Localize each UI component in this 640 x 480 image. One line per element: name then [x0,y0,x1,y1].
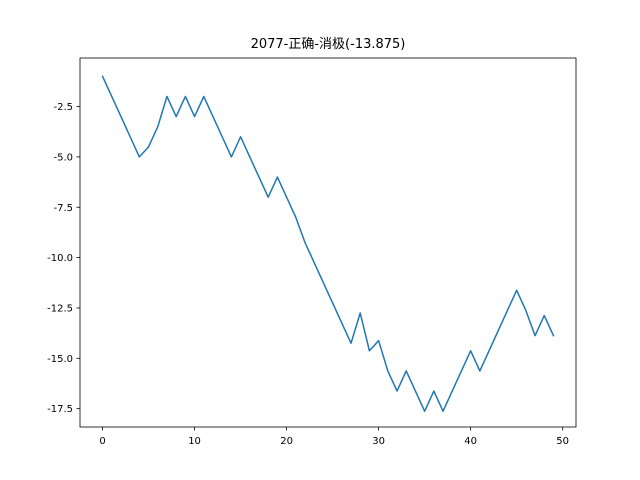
y-tick-label: -15.0 [47,354,73,365]
y-tick-label: -10.0 [47,253,73,264]
x-tick-label: 0 [99,436,105,447]
y-tick-label: -7.5 [53,203,73,214]
x-tick-label: 50 [556,436,569,447]
chart-title: 2077-正确-消极(-13.875) [251,37,406,52]
plot-area: 0 10 20 30 40 50 -2.5 -5.0 -7.5 -10.0 -12.5 -15.0 -1… [47,57,577,447]
y-tick-label: -17.5 [47,404,73,415]
x-tick-label: 30 [372,436,385,447]
y-tick-label: -12.5 [47,303,73,314]
x-tick-label: 10 [188,436,201,447]
data-series-line-1 [101,75,555,412]
y-tick-label: -2.5 [53,102,73,113]
x-tick-label: 40 [464,436,477,447]
y-tick-label: -5.0 [53,152,73,163]
x-tick-label: 20 [280,436,293,447]
axes-frame [79,57,577,428]
